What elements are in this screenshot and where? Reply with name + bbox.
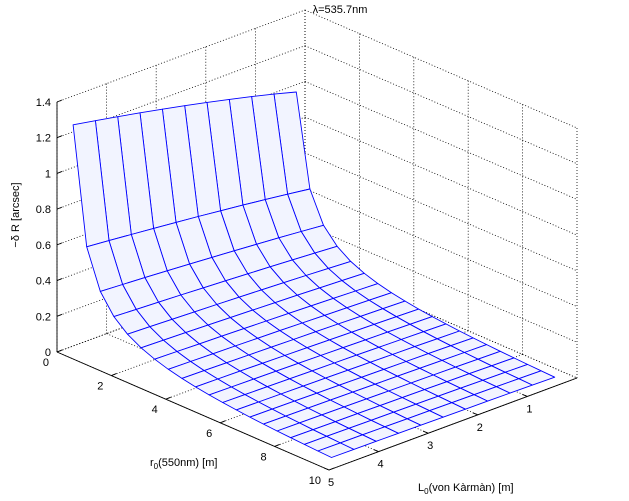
x-tick-label-1: 2 — [97, 381, 103, 393]
x-tick-label-5: 10 — [309, 475, 321, 487]
y-tick-0 — [522, 393, 528, 397]
x-axis-label: r0(550nm) [m] — [150, 457, 217, 471]
gridline-z-back-7 — [304, 9, 578, 129]
gridline-z-back-3 — [304, 152, 578, 272]
z-tick-label-1: 0.2 — [36, 311, 51, 323]
z-tick-4 — [56, 206, 63, 210]
z-tick-2 — [56, 278, 63, 281]
z-tick-label-2: 0.4 — [36, 276, 51, 288]
y-tick-4 — [323, 467, 330, 471]
surface-mesh — [72, 91, 556, 458]
x-tick-label-0: 0 — [43, 357, 49, 369]
gridline-z-back-6 — [304, 45, 578, 165]
surface-cell-18-9 — [317, 442, 355, 458]
z-tick-label-7: 1.4 — [36, 97, 51, 109]
z-tick-label-4: 0.8 — [36, 204, 51, 216]
z-tick-label-3: 0.6 — [36, 240, 51, 252]
y-axis-label: L0(von Kàrmàn) [m] — [418, 482, 514, 496]
x-tick-5 — [328, 467, 335, 471]
x-tick-0 — [56, 349, 63, 353]
y-axis-line — [328, 377, 578, 471]
gridline-z-back-5 — [304, 81, 578, 200]
x-tick-label-4: 8 — [260, 451, 266, 463]
z-tick-3 — [56, 242, 63, 246]
z-tick-5 — [56, 171, 63, 174]
gridline-z-left-6 — [56, 45, 306, 139]
x-tick-3 — [220, 420, 226, 424]
chart-title: λ=535.7nm — [313, 4, 368, 16]
y-tick-label-3: 4 — [378, 459, 384, 471]
y-tick-label-0: 1 — [526, 403, 532, 415]
y-tick-3 — [373, 449, 379, 453]
y-tick-label-4: 5 — [328, 477, 334, 489]
z-tick-label-5: 1 — [45, 168, 51, 180]
z-tick-label-0: 0 — [45, 347, 51, 359]
x-tick-label-3: 6 — [206, 428, 212, 440]
z-axis-label: −δ R [arcsec] — [10, 182, 22, 247]
x-tick-4 — [274, 443, 280, 447]
y-tick-label-1: 2 — [477, 422, 483, 434]
x-tick-label-2: 4 — [152, 404, 158, 416]
y-tick-1 — [472, 412, 478, 416]
gridline-z-back-4 — [304, 116, 578, 236]
y-tick-label-2: 3 — [427, 440, 433, 452]
x-tick-1 — [111, 373, 117, 377]
z-tick-7 — [56, 99, 63, 103]
x-tick-2 — [165, 396, 171, 400]
z-tick-6 — [56, 135, 63, 139]
x-axis-line — [56, 351, 330, 471]
y-tick-2 — [423, 430, 429, 434]
z-tick-label-6: 1.2 — [36, 133, 51, 145]
gridline-z-left-7 — [56, 9, 306, 103]
z-tick-1 — [56, 313, 63, 317]
